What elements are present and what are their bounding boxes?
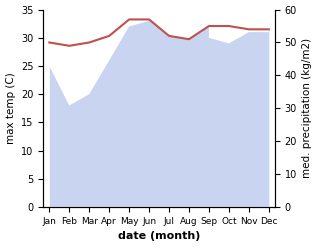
Y-axis label: med. precipitation (kg/m2): med. precipitation (kg/m2) <box>302 38 313 178</box>
Y-axis label: max temp (C): max temp (C) <box>5 72 16 144</box>
X-axis label: date (month): date (month) <box>118 231 200 242</box>
